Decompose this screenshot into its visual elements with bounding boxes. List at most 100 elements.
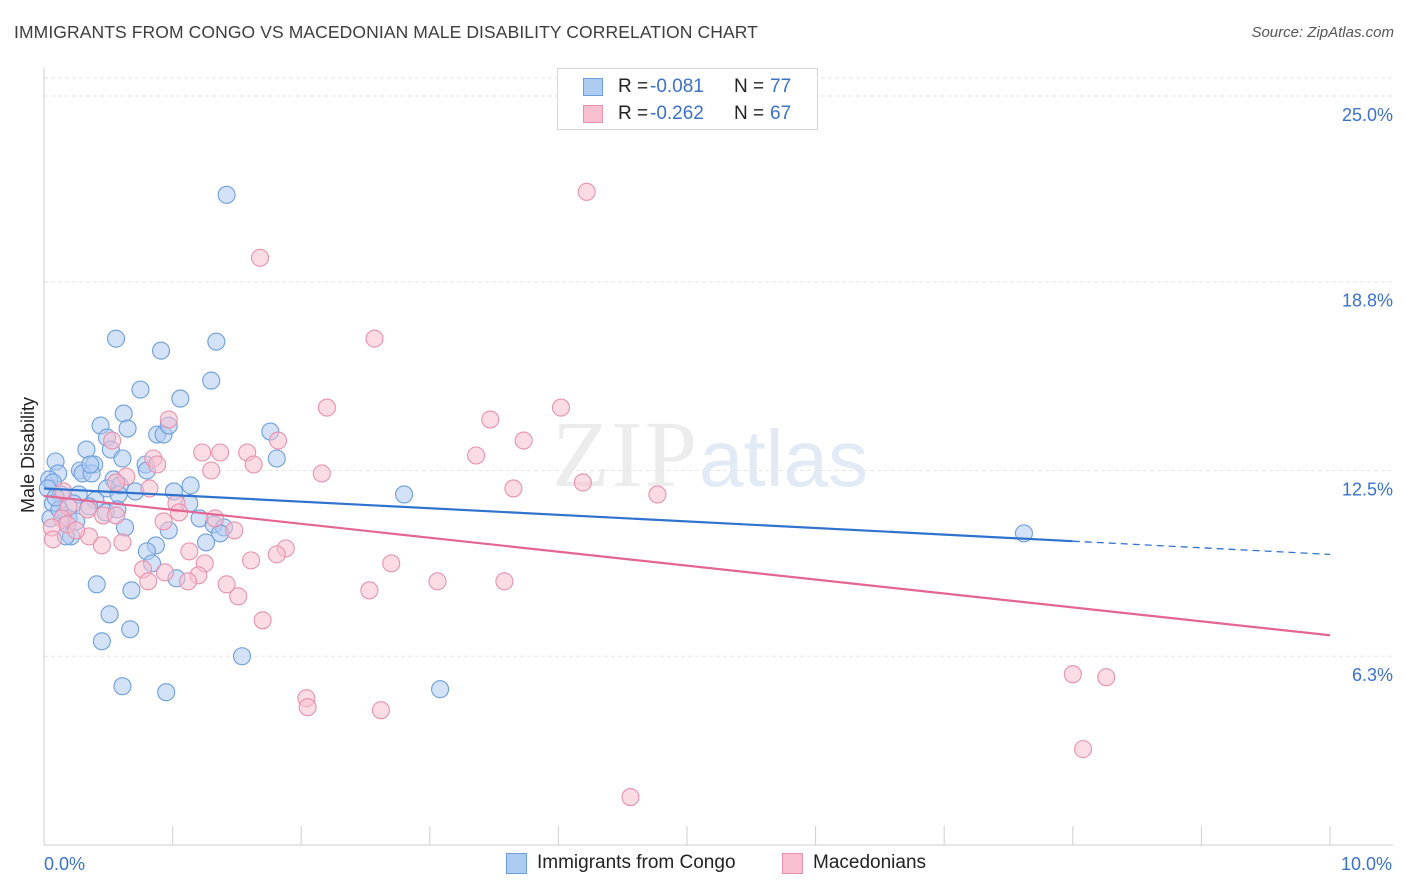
macedonian-point: [155, 563, 174, 582]
trend-lines: [43, 487, 1331, 637]
macedonian-point: [481, 410, 500, 429]
legend-r-value: -0.262: [650, 103, 704, 124]
legend-label-congo: Immigrants from Congo: [537, 852, 736, 873]
macedonian-point: [1097, 668, 1116, 687]
macedonian-point: [180, 542, 199, 561]
macedonian-point: [648, 485, 667, 504]
congo-point: [121, 620, 140, 639]
y-tick-label: 12.5%: [1342, 479, 1393, 499]
congo-point: [87, 575, 106, 594]
legend-r-label: R =: [618, 76, 649, 97]
macedonian-point: [205, 509, 225, 528]
macedonian-point: [382, 554, 401, 573]
watermark-zip: ZIP: [552, 403, 699, 507]
macedonian-point: [54, 482, 73, 501]
macedonian-point: [312, 464, 331, 483]
legend-row-macedonians: R = -0.262 N = 67: [558, 101, 817, 127]
macedonian-point: [1063, 665, 1082, 684]
macedonian-point: [169, 503, 189, 522]
legend-swatch-congo: [506, 853, 527, 874]
macedonian-point: [106, 473, 126, 492]
macedonian-point: [244, 455, 263, 474]
macedonian-point: [360, 581, 379, 600]
congo-point: [207, 332, 226, 351]
legend-n-value: 67: [770, 103, 792, 124]
congo-point: [118, 419, 137, 438]
correlation-legend: R = -0.081 N = 77 R = -0.262 N = 67: [557, 68, 818, 130]
macedonian-point: [1074, 740, 1093, 759]
congo-point: [217, 185, 236, 204]
macedonian-point: [495, 572, 514, 591]
macedonian-point: [217, 575, 236, 594]
macedonian-point: [67, 521, 86, 540]
macedonian-point: [365, 329, 384, 348]
macedonian-point: [139, 572, 158, 591]
macedonian-point: [113, 533, 132, 552]
macedonian-point: [250, 248, 270, 267]
macedonian-point: [577, 182, 596, 201]
macedonian-point: [92, 536, 111, 555]
congo-point: [92, 632, 111, 651]
congo-point: [106, 329, 126, 348]
watermark-atlas: atlas: [699, 414, 868, 503]
legend-r-label: R =: [618, 103, 649, 124]
congo-point: [113, 449, 132, 468]
macedonian-point: [467, 446, 486, 465]
macedonian-point: [43, 530, 63, 549]
legend-n-label: N =: [734, 103, 765, 124]
congo-point: [196, 533, 216, 552]
legend-row-congo: R = -0.081 N = 77: [558, 74, 817, 100]
macedonian-point: [225, 521, 244, 540]
macedonian-point: [253, 611, 272, 630]
macedonian-point: [78, 500, 97, 519]
trend-line-congo-extrapolated: [1072, 540, 1331, 556]
macedonian-point: [178, 572, 198, 591]
congo-point: [131, 380, 150, 399]
macedonian-point: [154, 512, 173, 531]
macedonian-point: [229, 587, 248, 606]
y-tick-label: 18.8%: [1342, 291, 1393, 311]
macedonian-point: [269, 431, 288, 450]
congo-point: [232, 647, 252, 666]
macedonian-point: [621, 788, 640, 807]
congo-point: [267, 449, 286, 468]
macedonian-point: [159, 410, 178, 429]
congo-point: [157, 683, 176, 702]
legend-swatch-macedonians: [583, 105, 603, 123]
source-credit: Source: ZipAtlas.com: [1251, 24, 1394, 41]
macedonian-point: [573, 473, 592, 492]
y-axis-label: Male Disability: [18, 397, 38, 513]
legend-r-value: -0.081: [650, 76, 704, 97]
macedonian-point: [504, 479, 523, 498]
macedonian-point: [202, 461, 221, 480]
congo-point: [100, 605, 119, 624]
series-legend: Immigrants from Congo Macedonians: [0, 852, 1406, 878]
macedonian-point: [514, 431, 533, 450]
macedonian-point: [371, 701, 390, 720]
congo-point: [171, 389, 190, 408]
macedonian-point: [267, 545, 286, 564]
macedonian-point: [211, 443, 230, 462]
x-tick-label: 10.0%: [1341, 854, 1392, 874]
congo-point: [122, 581, 141, 600]
y-tick-label: 25.0%: [1342, 105, 1393, 125]
congo-point: [431, 680, 450, 699]
legend-swatch-macedonians: [782, 853, 803, 874]
congo-point: [151, 341, 171, 360]
x-tick-label: 0.0%: [44, 854, 85, 874]
trend-line-macedonians: [43, 494, 1331, 637]
legend-n-value: 77: [770, 76, 792, 97]
congo-point: [395, 485, 414, 504]
series-macedonians-points: [42, 182, 1116, 807]
macedonian-point: [241, 551, 261, 570]
axes: [43, 68, 1393, 846]
macedonian-point: [106, 506, 126, 525]
tick-labels: 6.3% 12.5% 18.8% 25.0% 0.0% 10.0%: [44, 105, 1393, 874]
watermark: ZIPatlas: [552, 400, 868, 509]
chart-title: IMMIGRANTS FROM CONGO VS MACEDONIAN MALE…: [14, 22, 758, 42]
trend-line-congo: [43, 487, 1073, 543]
macedonian-point: [428, 572, 447, 591]
congo-point: [77, 440, 96, 459]
congo-point: [81, 455, 100, 474]
